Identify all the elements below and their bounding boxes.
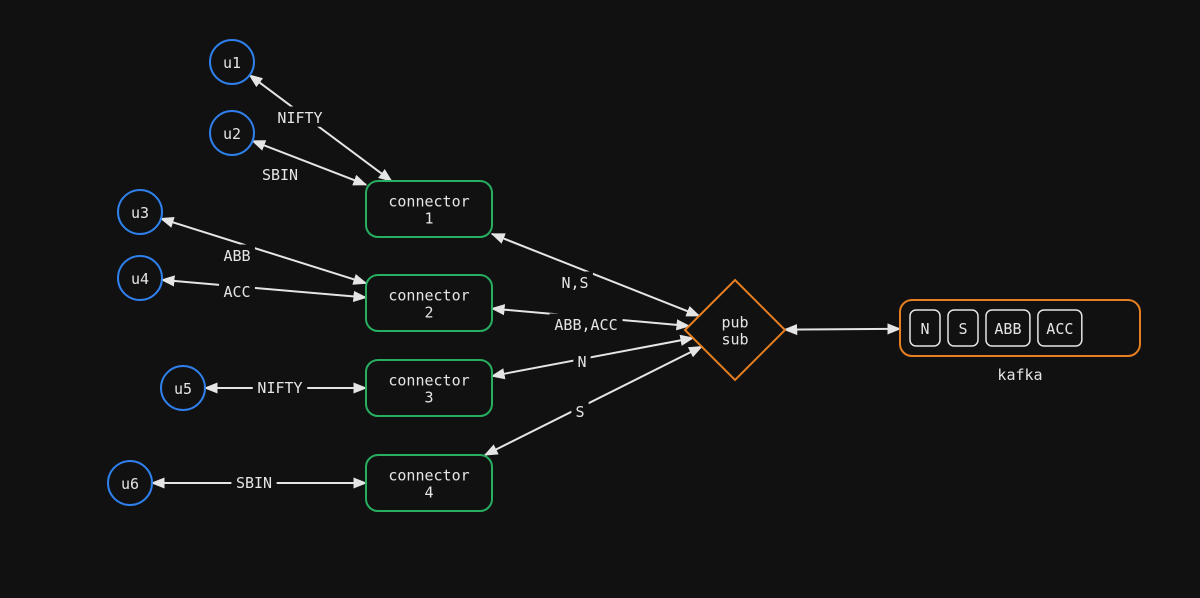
connectors-layer: connector1 connector2 connector3 connector4: [366, 181, 492, 511]
user-label: u3: [131, 204, 149, 222]
kafka-topic-label: S: [958, 320, 967, 338]
edge-pubsub-kafka: [785, 329, 900, 330]
user-label: u2: [223, 125, 241, 143]
connector-label: connector4: [388, 466, 469, 501]
edge-label: ACC: [223, 283, 250, 301]
edge-label: S: [575, 403, 584, 421]
connector-label: connector2: [388, 286, 469, 321]
connector-label: connector1: [388, 192, 469, 227]
users-layer: u1 u2 u3 u4 u5 u6: [108, 40, 254, 505]
edge-label: N: [577, 353, 586, 371]
connector-label: connector3: [388, 371, 469, 406]
edge-label: SBIN: [262, 166, 298, 184]
edge-c4-pubsub: [485, 347, 702, 455]
pubsub-label: pubsub: [721, 313, 748, 348]
edge-c1-pubsub: [492, 234, 699, 316]
edges-layer: NIFTY SBIN ABB ACC NIFTY SBIN N,S ABB,ACC N S: [152, 75, 900, 492]
edge-label: NIFTY: [277, 109, 322, 127]
kafka-topic-label: ABB: [994, 320, 1021, 338]
edge-label: SBIN: [236, 474, 272, 492]
kafka-label: kafka: [997, 366, 1042, 384]
edge-label: N,S: [561, 274, 588, 292]
user-label: u6: [121, 475, 139, 493]
edge-u4-c2: [162, 280, 366, 298]
edge-u3-c2: [161, 219, 366, 284]
user-label: u1: [223, 54, 241, 72]
edge-c3-pubsub: [492, 338, 693, 376]
kafka-topic-label: ACC: [1046, 320, 1073, 338]
edge-label: NIFTY: [257, 379, 302, 397]
user-label: u4: [131, 270, 149, 288]
edge-label: ABB,ACC: [554, 316, 617, 334]
kafka-topic-label: N: [920, 320, 929, 338]
user-label: u5: [174, 380, 192, 398]
edge-label: ABB: [223, 247, 250, 265]
